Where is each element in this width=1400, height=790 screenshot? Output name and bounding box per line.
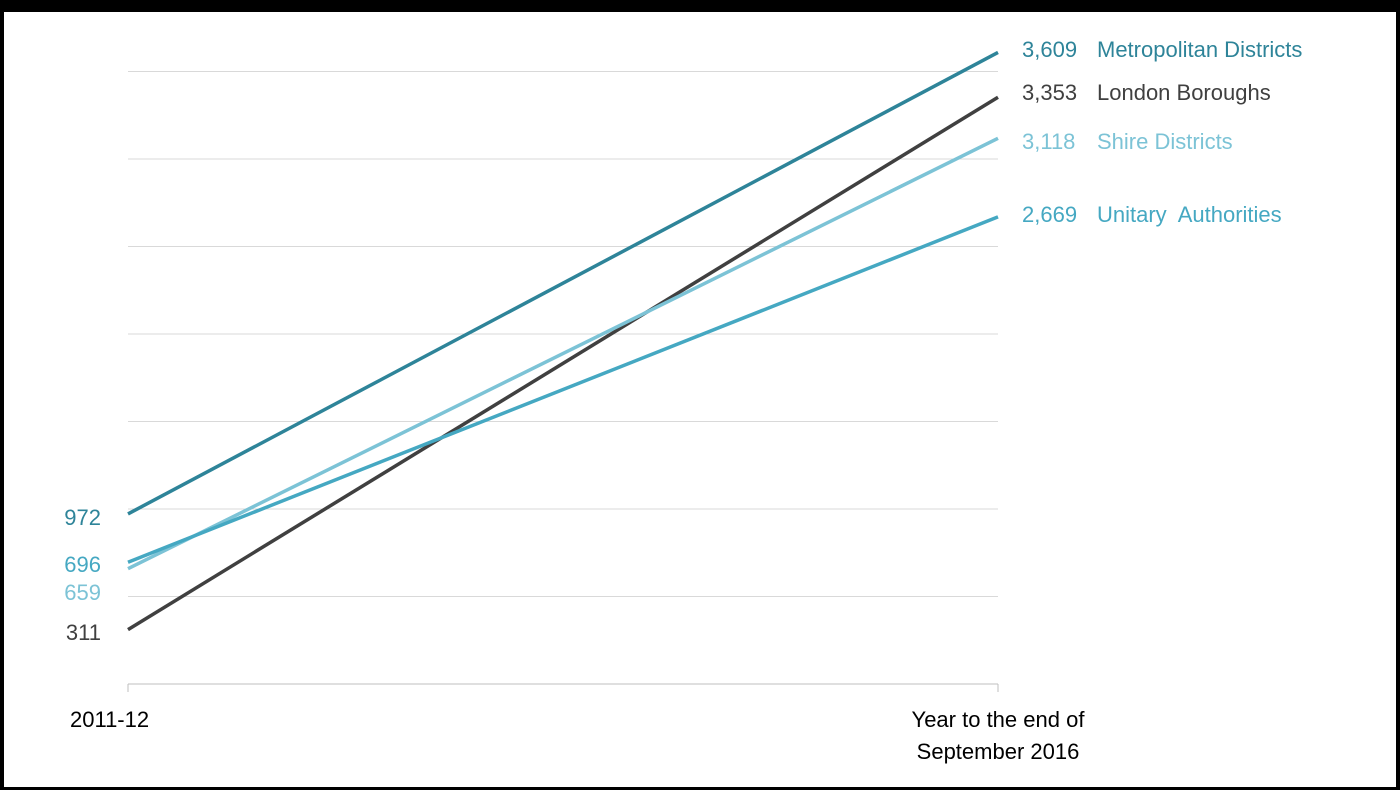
series-lines xyxy=(127,50,999,632)
series-line-shire-districts xyxy=(127,136,999,571)
x-tick-label-line: Year to the end of xyxy=(912,707,1086,732)
end-value-label: 3,609 xyxy=(1022,37,1077,62)
x-tick-label: 2011-12 xyxy=(70,707,149,732)
start-value-label: 311 xyxy=(66,620,101,645)
series-name-label: Shire Districts xyxy=(1097,129,1233,154)
start-value-label: 696 xyxy=(64,552,101,577)
gridlines xyxy=(128,71,998,597)
series-line-london-boroughs xyxy=(127,95,999,632)
x-axis: 2011-12 Year to the end of September 2016 xyxy=(70,683,1086,764)
series-name-label: London Boroughs xyxy=(1097,80,1271,105)
x-tick-label-line: September 2016 xyxy=(917,739,1080,764)
series-line-metropolitan-districts xyxy=(127,50,999,516)
start-value-label: 972 xyxy=(64,505,101,530)
data-labels: 972 3,609 Metropolitan Districts 311 3,353 Lo… xyxy=(64,37,1302,645)
end-value-label: 2,669 xyxy=(1022,202,1077,227)
series-name-label: Metropolitan Districts xyxy=(1097,37,1302,62)
series-name-label: Unitary Authorities xyxy=(1097,202,1282,227)
end-value-label: 3,118 xyxy=(1022,129,1075,154)
x-tick-label: Year to the end of September 2016 xyxy=(912,707,1086,764)
series-line-unitary-authorities xyxy=(127,215,999,564)
end-value-label: 3,353 xyxy=(1022,80,1077,105)
start-value-label: 659 xyxy=(64,580,101,605)
